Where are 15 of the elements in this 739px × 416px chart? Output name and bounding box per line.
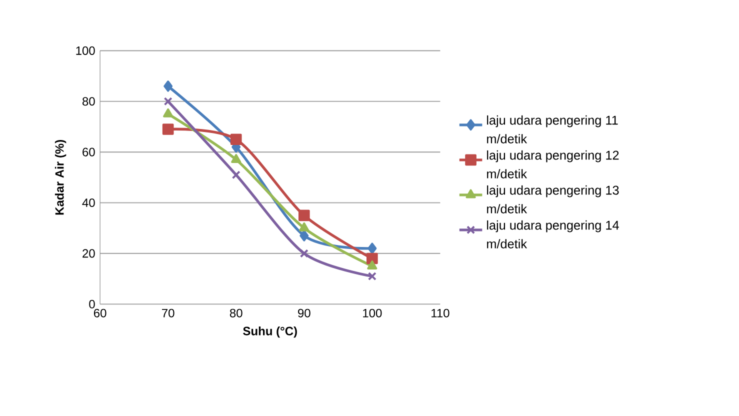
x-axis-title: Suhu (°C) — [243, 326, 297, 338]
legend-label: laju udara pengering 14 m/detik — [487, 220, 619, 248]
y-tick-label: 60 — [82, 148, 95, 156]
x-tick-label: 80 — [230, 308, 242, 318]
x-tick-label: 100 — [363, 308, 382, 318]
y-tick-label: 20 — [82, 249, 95, 258]
x-tick-label: 60 — [94, 308, 106, 318]
x-tick-label: 90 — [298, 308, 310, 318]
y-tick-label: 80 — [82, 97, 95, 106]
y-axis-title: Kadar Air (%) — [54, 140, 66, 215]
x-tick-label: 110 — [432, 308, 450, 318]
y-tick-label: 100 — [76, 46, 95, 55]
y-tick-label: 0 — [89, 300, 95, 308]
x-tick-label: 70 — [162, 308, 174, 318]
y-tick-label: 40 — [82, 198, 95, 207]
